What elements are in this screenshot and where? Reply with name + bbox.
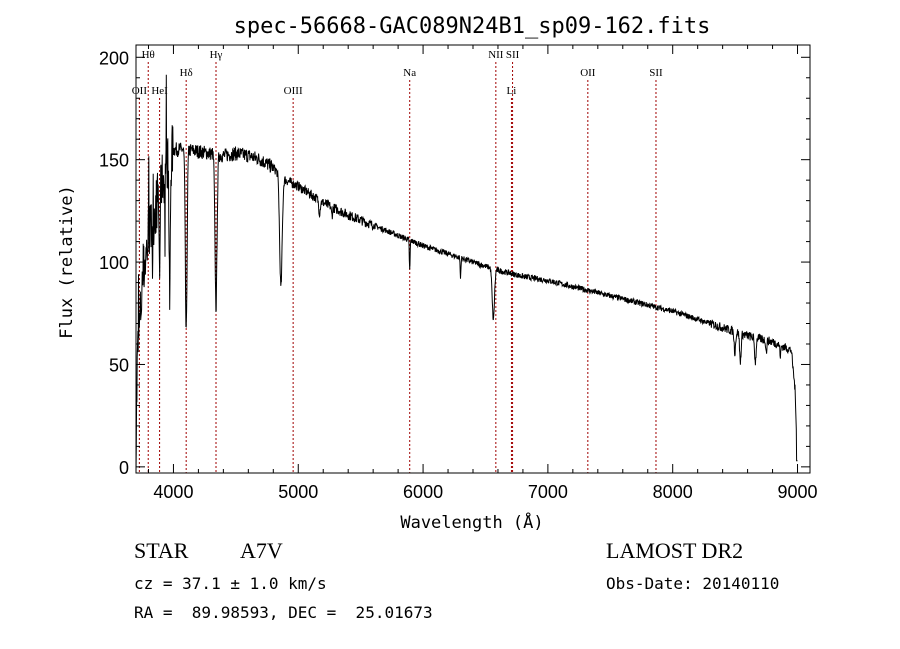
y-tick-label: 150 — [99, 151, 129, 171]
line-marker-label: OII — [132, 85, 148, 97]
observation-date: Obs-Date: 20140110 — [606, 574, 780, 593]
redshift-readout: cz = 37.1 ± 1.0 km/s — [134, 574, 327, 593]
object-class: STAR — [134, 538, 189, 563]
x-tick-label: 9000 — [777, 482, 817, 502]
y-tick-label: 0 — [119, 458, 129, 478]
line-marker-label: NII — [488, 49, 504, 61]
chart-title: spec-56668-GAC089N24B1_sp09-162.fits — [234, 14, 711, 39]
line-marker-label: Li — [507, 85, 517, 97]
y-axis-label: Flux (relative) — [57, 185, 77, 339]
line-marker-label: SII — [506, 49, 520, 61]
line-marker-label: OII — [580, 67, 596, 79]
line-marker-label: SII — [649, 67, 663, 79]
axis-ticks: 4000 5000 6000 7000 8000 9000 0 50 100 150 200 — [99, 45, 818, 502]
x-tick-label: 7000 — [528, 482, 568, 502]
x-tick-label: 6000 — [403, 482, 443, 502]
line-marker-label: Na — [403, 67, 416, 79]
y-tick-label: 100 — [99, 253, 129, 273]
spectrum-series-line — [135, 74, 798, 474]
y-tick-label: 200 — [99, 48, 129, 68]
x-tick-label: 5000 — [278, 482, 318, 502]
object-subclass: A7V — [240, 538, 283, 563]
line-marker-label: Hδ — [180, 67, 193, 79]
x-tick-label: 8000 — [653, 482, 693, 502]
survey-name: LAMOST DR2 — [606, 538, 744, 563]
coordinates-readout: RA = 89.98593, DEC = 25.01673 — [134, 603, 433, 622]
line-marker-label: OIII — [284, 85, 303, 97]
line-marker-label: Hγ — [210, 49, 223, 61]
plot-frame — [135, 44, 811, 474]
x-axis-label: Wavelength (Å) — [400, 511, 543, 533]
y-tick-label: 50 — [109, 355, 129, 375]
line-marker-label: Hθ — [142, 49, 155, 61]
x-tick-label: 4000 — [153, 482, 193, 502]
line-marker-label: HeI — [151, 85, 168, 97]
